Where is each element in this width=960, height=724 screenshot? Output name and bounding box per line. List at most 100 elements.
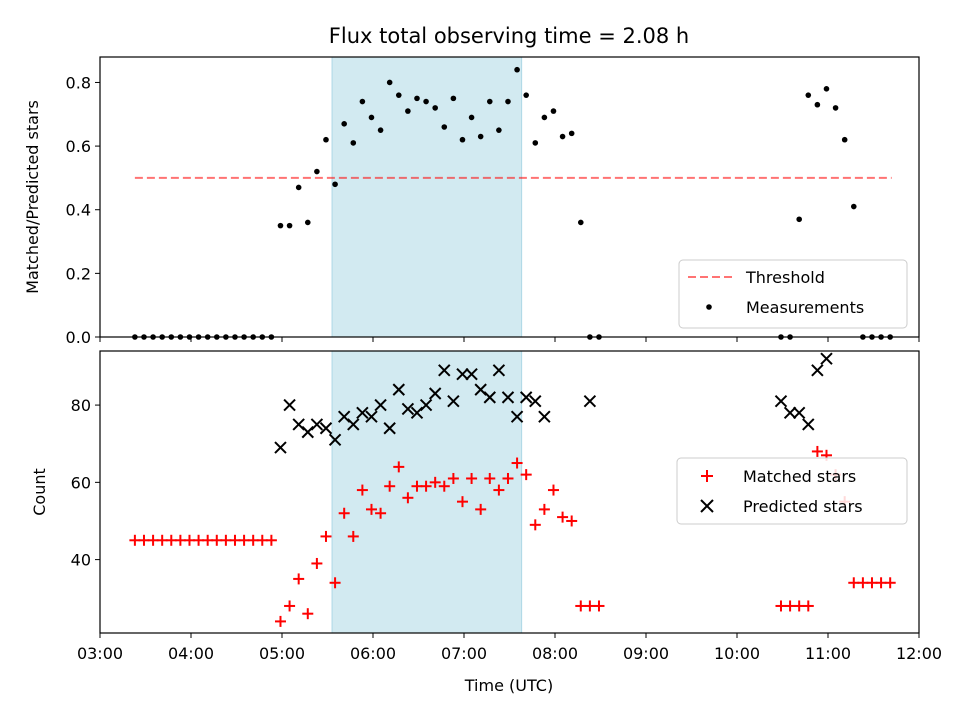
measurement-point — [814, 101, 821, 108]
matched-point — [429, 476, 441, 488]
matched-point — [284, 600, 296, 612]
measurement-point — [550, 108, 557, 114]
measurement-point — [441, 124, 448, 130]
measurement-point — [341, 121, 347, 127]
predicted-point — [374, 398, 387, 412]
bottom-panel: 40 60 80 03:00 04:00 05:00 06:00 07:00 08:00 09:0… — [71, 350, 942, 663]
measurement-point — [350, 140, 357, 146]
measurement-point — [395, 92, 402, 98]
matched-point — [566, 515, 578, 527]
measurement-point — [796, 216, 802, 223]
measurement-point — [277, 222, 284, 229]
matched-point — [502, 472, 514, 484]
predicted-point — [792, 406, 806, 420]
y-tick-label: 0.4 — [66, 201, 91, 220]
measurement-point — [532, 140, 539, 146]
matched-point — [338, 507, 350, 519]
measurement-point — [577, 219, 584, 226]
measurement-point — [841, 136, 848, 143]
matched-point — [384, 480, 396, 492]
x-tick-label: 11:00 — [805, 644, 851, 663]
measurement-point — [450, 95, 457, 102]
x-tick-label: 12:00 — [896, 644, 942, 663]
measurement-point — [295, 184, 302, 191]
matched-point — [484, 472, 496, 484]
legend-threshold-label: Threshold — [745, 268, 825, 287]
matched-point — [593, 600, 605, 612]
matched-point — [274, 615, 286, 627]
predicted-point — [447, 395, 460, 408]
y-tick-label: 0.0 — [66, 328, 91, 347]
matched-point — [438, 480, 450, 492]
matched-point — [884, 577, 896, 589]
measurement-point — [368, 114, 375, 121]
measurement-point — [459, 136, 466, 143]
measurement-point — [505, 98, 511, 105]
predicted-point — [283, 398, 296, 412]
y-tick-label: 40 — [71, 551, 91, 570]
legend-measurements-swatch — [706, 304, 712, 310]
top-y-axis-label: Matched/Predicted stars — [23, 100, 42, 294]
measurement-point — [405, 108, 411, 114]
predicted-point — [401, 402, 415, 416]
measurement-point — [823, 86, 830, 92]
predicted-point — [529, 395, 542, 408]
legend-matched-swatch — [701, 470, 713, 482]
predicted-point — [802, 418, 815, 431]
predicted-point — [356, 406, 369, 420]
matched-point — [265, 534, 277, 546]
predicted-point — [492, 364, 506, 377]
matched-point — [493, 484, 505, 496]
matched-point — [356, 484, 368, 496]
predicted-point — [456, 367, 469, 381]
predicted-point — [328, 433, 342, 447]
predicted-point — [510, 410, 524, 423]
measurement-point — [496, 127, 502, 133]
predicted-point — [274, 441, 287, 454]
predicted-point — [483, 391, 496, 404]
measurement-point — [850, 203, 857, 210]
measurement-point — [423, 98, 429, 105]
predicted-point — [438, 364, 451, 377]
predicted-point — [465, 367, 478, 381]
matched-point — [311, 557, 323, 569]
matched-point — [420, 480, 432, 492]
measurement-point — [523, 92, 529, 98]
measurement-point — [286, 222, 293, 229]
predicted-point — [583, 395, 597, 408]
matched-point — [520, 469, 532, 481]
measurement-point — [832, 105, 839, 111]
matched-point — [466, 472, 478, 484]
x-tick-label: 03:00 — [77, 644, 123, 663]
bottom-y-axis-label: Count — [30, 468, 49, 516]
matched-point — [320, 530, 332, 542]
predicted-point — [428, 387, 442, 400]
x-tick-label: 10:00 — [714, 644, 760, 663]
x-tick-label: 08:00 — [532, 644, 578, 663]
matched-point — [547, 484, 559, 496]
chart-title: Flux total observing time = 2.08 h — [329, 24, 689, 48]
predicted-point — [319, 422, 333, 435]
predicted-point — [347, 418, 360, 431]
measurement-point — [323, 136, 329, 143]
matched-point — [557, 511, 569, 523]
plot-frame — [99, 56, 920, 338]
x-tick-label: 04:00 — [168, 644, 214, 663]
predicted-point — [774, 395, 788, 408]
x-tick-label: 06:00 — [350, 644, 396, 663]
matched-point — [475, 503, 487, 515]
measurement-point — [477, 133, 484, 140]
matched-point — [293, 573, 305, 585]
top-panel: 0.0 0.2 0.4 0.6 0.8 — [66, 56, 920, 347]
matched-point — [375, 507, 387, 519]
x-tick-label: 09:00 — [623, 644, 669, 663]
top-legend: Threshold Measurements — [678, 259, 908, 329]
predicted-point — [820, 352, 833, 365]
matched-point — [302, 608, 314, 620]
matched-point — [393, 461, 405, 473]
measurement-point — [377, 127, 384, 133]
x-tick-label: 05:00 — [259, 644, 305, 663]
legend-predicted-swatch — [700, 499, 714, 513]
measurement-point — [486, 98, 493, 105]
